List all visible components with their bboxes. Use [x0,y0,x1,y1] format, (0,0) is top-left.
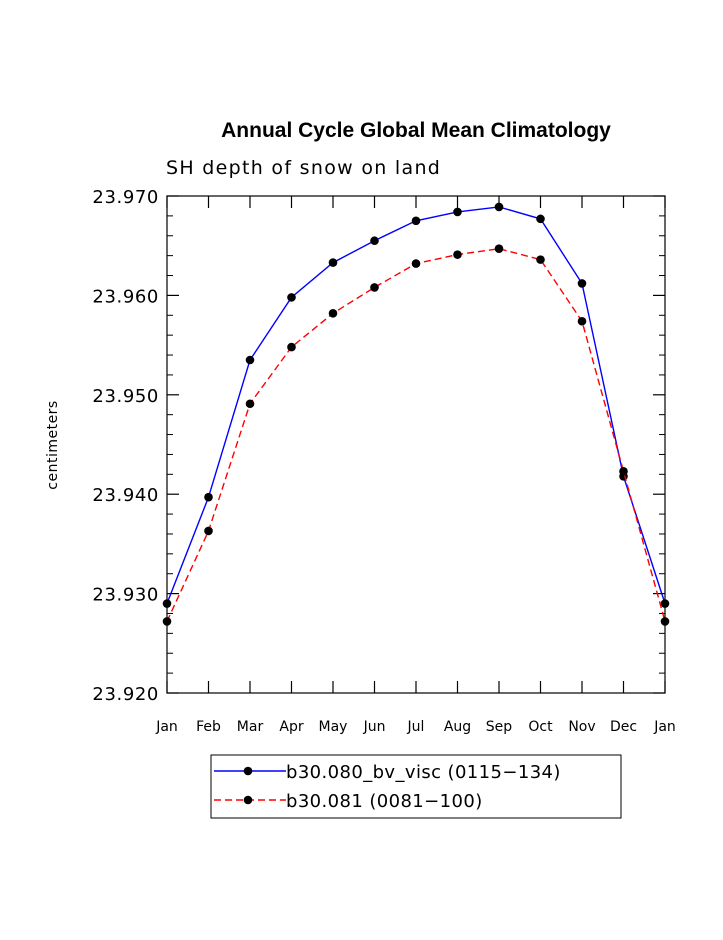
series-line [166,247,666,622]
data-point [453,207,462,217]
legend-item: b30.081 (0081−100) [214,791,483,812]
x-tick-label: Aug [444,719,471,735]
x-tick-label: Apr [279,719,303,735]
x-tick-label: Jan [155,719,178,735]
legend-box [210,754,622,819]
legend-marker [243,766,253,776]
data-point [411,259,421,268]
data-point [245,399,255,409]
plot-frame [166,195,666,694]
series-2 [162,244,670,626]
legend-label: b30.080_bv_visc (0115−134) [286,762,561,783]
x-tick-label: Mar [237,719,264,735]
data-point [536,255,545,264]
x-tick-label: Feb [196,719,221,735]
series-1 [162,202,670,608]
data-point [577,316,587,326]
data-point [411,216,421,226]
chart-subtitle: SH depth of snow on land [166,157,441,179]
data-point [494,244,504,253]
y-tick-label: 23.930 [92,585,159,606]
data-point [660,599,670,608]
x-tick-label: Nov [568,719,595,735]
data-point [287,293,296,302]
legend-marker [243,795,253,805]
series-layer [162,202,670,626]
legend-label: b30.081 (0081−100) [286,791,483,812]
y-tick-label: 23.970 [92,187,159,208]
y-tick-label: 23.950 [92,386,159,407]
data-point [494,202,504,212]
x-tick-label: Jan [653,719,676,735]
data-point [204,492,213,502]
data-point [287,342,296,352]
data-point [204,526,213,536]
legend-item: b30.080_bv_visc (0115−134) [214,762,561,783]
data-point [328,258,338,267]
axes: 23.920 23.930 23.940 23.950 23.960 23.970 Jan F… [92,187,675,735]
y-axis-label: centimeters [45,400,61,489]
legend: b30.080_bv_visc (0115−134) b30.081 (0081−… [210,754,622,819]
data-point [536,214,545,224]
x-tick-label: Sep [486,719,513,735]
x-tick-label: Jul [407,719,425,735]
x-tick-label: Oct [528,719,553,735]
y-tick-label: 23.960 [92,286,159,307]
data-point [370,236,379,246]
chart-title: Annual Cycle Global Mean Climatology [221,119,611,142]
data-point [328,308,338,318]
data-point [162,617,172,626]
data-point [577,279,587,288]
x-tick-label: Jun [363,719,386,735]
y-tick-label: 23.940 [92,485,159,506]
y-tick-label: 23.920 [92,684,159,705]
data-point [162,599,172,608]
x-tick-label: Dec [610,719,637,735]
x-tick-label: May [319,719,348,735]
data-point [660,617,670,626]
data-point [453,250,462,259]
data-point [370,283,379,292]
data-point [245,355,255,365]
data-point [619,467,628,476]
